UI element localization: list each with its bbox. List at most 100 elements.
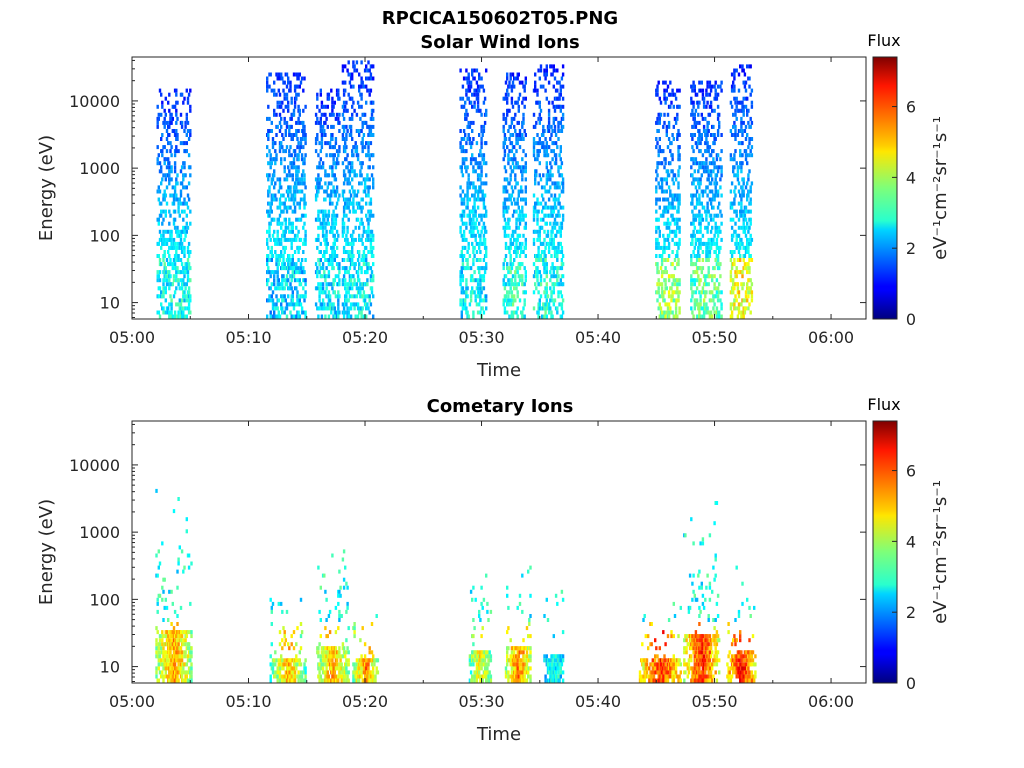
heatmap-cell (267, 298, 270, 303)
heatmap-cell (300, 177, 304, 182)
heatmap-cell (186, 96, 190, 101)
heatmap-cell (699, 88, 702, 93)
heatmap-cell (550, 205, 553, 210)
heatmap-cell (345, 302, 348, 307)
heatmap-cell (694, 157, 698, 162)
heatmap-cell (319, 124, 322, 129)
heatmap-cell (663, 221, 666, 226)
heatmap-cell (363, 298, 367, 303)
heatmap-cell (342, 181, 346, 186)
heatmap-cell (749, 221, 752, 226)
heatmap-cell (677, 245, 680, 250)
heatmap-cell (691, 294, 694, 299)
heatmap-cell (536, 88, 539, 93)
heatmap-cell (514, 185, 517, 190)
heatmap-cell (536, 221, 539, 226)
heatmap-cell (177, 310, 180, 315)
heatmap-cell (545, 266, 548, 271)
heatmap-cell (524, 185, 527, 190)
heatmap-cell (704, 294, 707, 299)
heatmap-cell (163, 145, 166, 150)
heatmap-cell (284, 133, 287, 137)
heatmap-cell (462, 209, 466, 214)
heatmap-cell (693, 116, 696, 121)
heatmap-cell (155, 488, 158, 493)
heatmap-cell (323, 129, 326, 133)
heatmap-cell (342, 229, 346, 234)
heatmap-cell (517, 189, 520, 194)
heatmap-cell (297, 104, 300, 109)
heatmap-cell (297, 141, 300, 146)
heatmap-cell (347, 177, 350, 182)
heatmap-cell (665, 270, 668, 275)
heatmap-cell (465, 306, 468, 311)
heatmap-cell (718, 112, 721, 117)
heatmap-cell (462, 137, 466, 141)
heatmap-cell (327, 209, 331, 214)
heatmap-cell (536, 237, 539, 242)
heatmap-cell (716, 213, 720, 218)
heatmap-cell (361, 141, 364, 146)
heatmap-cell (177, 149, 180, 154)
heatmap-cell (283, 80, 286, 85)
heatmap-cell (678, 201, 681, 206)
heatmap-cell (354, 262, 357, 267)
heatmap-cell (271, 233, 275, 238)
heatmap-cell (185, 221, 188, 226)
heatmap-cell (676, 217, 679, 222)
heatmap-cell (161, 662, 164, 667)
heatmap-cell (331, 100, 334, 105)
heatmap-cell (173, 314, 177, 319)
heatmap-cell (177, 642, 180, 647)
heatmap-cell (288, 254, 291, 258)
heatmap-cell (750, 145, 754, 150)
heatmap-cell (171, 674, 174, 679)
heatmap-cell (187, 241, 191, 246)
heatmap-cell (362, 254, 366, 258)
heatmap-cell (304, 282, 307, 287)
heatmap-cell (365, 64, 368, 69)
heatmap-cell (321, 298, 325, 303)
heatmap-cell (524, 274, 527, 279)
heatmap-cell (182, 177, 185, 182)
heatmap-cell (331, 165, 334, 170)
heatmap-cell (559, 104, 562, 109)
heatmap-cell (655, 137, 658, 141)
heatmap-cell (289, 302, 292, 307)
heatmap-cell (739, 149, 742, 154)
heatmap-cell (520, 250, 523, 254)
heatmap-cell (271, 137, 275, 141)
heatmap-cell (676, 286, 679, 291)
heatmap-cell (718, 120, 721, 125)
heatmap-cell (479, 108, 482, 113)
heatmap-cell (341, 193, 345, 198)
heatmap-cell (658, 302, 661, 307)
heatmap-cell (507, 129, 510, 133)
heatmap-cell (278, 314, 282, 319)
heatmap-cell (155, 642, 158, 647)
heatmap-cell (170, 642, 173, 647)
heatmap-cell (170, 666, 173, 671)
heatmap-cell (473, 270, 476, 275)
heatmap-cell (549, 221, 552, 226)
heatmap-cell (353, 294, 356, 299)
heatmap-cell (709, 173, 713, 178)
heatmap-cell (353, 169, 356, 174)
heatmap-cell (177, 254, 180, 258)
heatmap-cell (170, 153, 173, 158)
heatmap-cell (467, 120, 470, 125)
heatmap-cell (693, 282, 696, 287)
heatmap-cell (521, 241, 524, 246)
heatmap-cell (556, 213, 559, 218)
heatmap-cell (559, 205, 562, 210)
heatmap-cell (187, 278, 191, 283)
heatmap-cell (560, 250, 564, 254)
heatmap-cell (674, 302, 678, 307)
colorbar-tick-label: 0 (906, 310, 916, 329)
heatmap-cell (304, 241, 307, 246)
heatmap-cell (713, 84, 716, 89)
heatmap-cell (354, 237, 357, 242)
heatmap-cell (274, 306, 277, 311)
heatmap-cell (372, 116, 375, 121)
heatmap-cell (156, 189, 159, 194)
